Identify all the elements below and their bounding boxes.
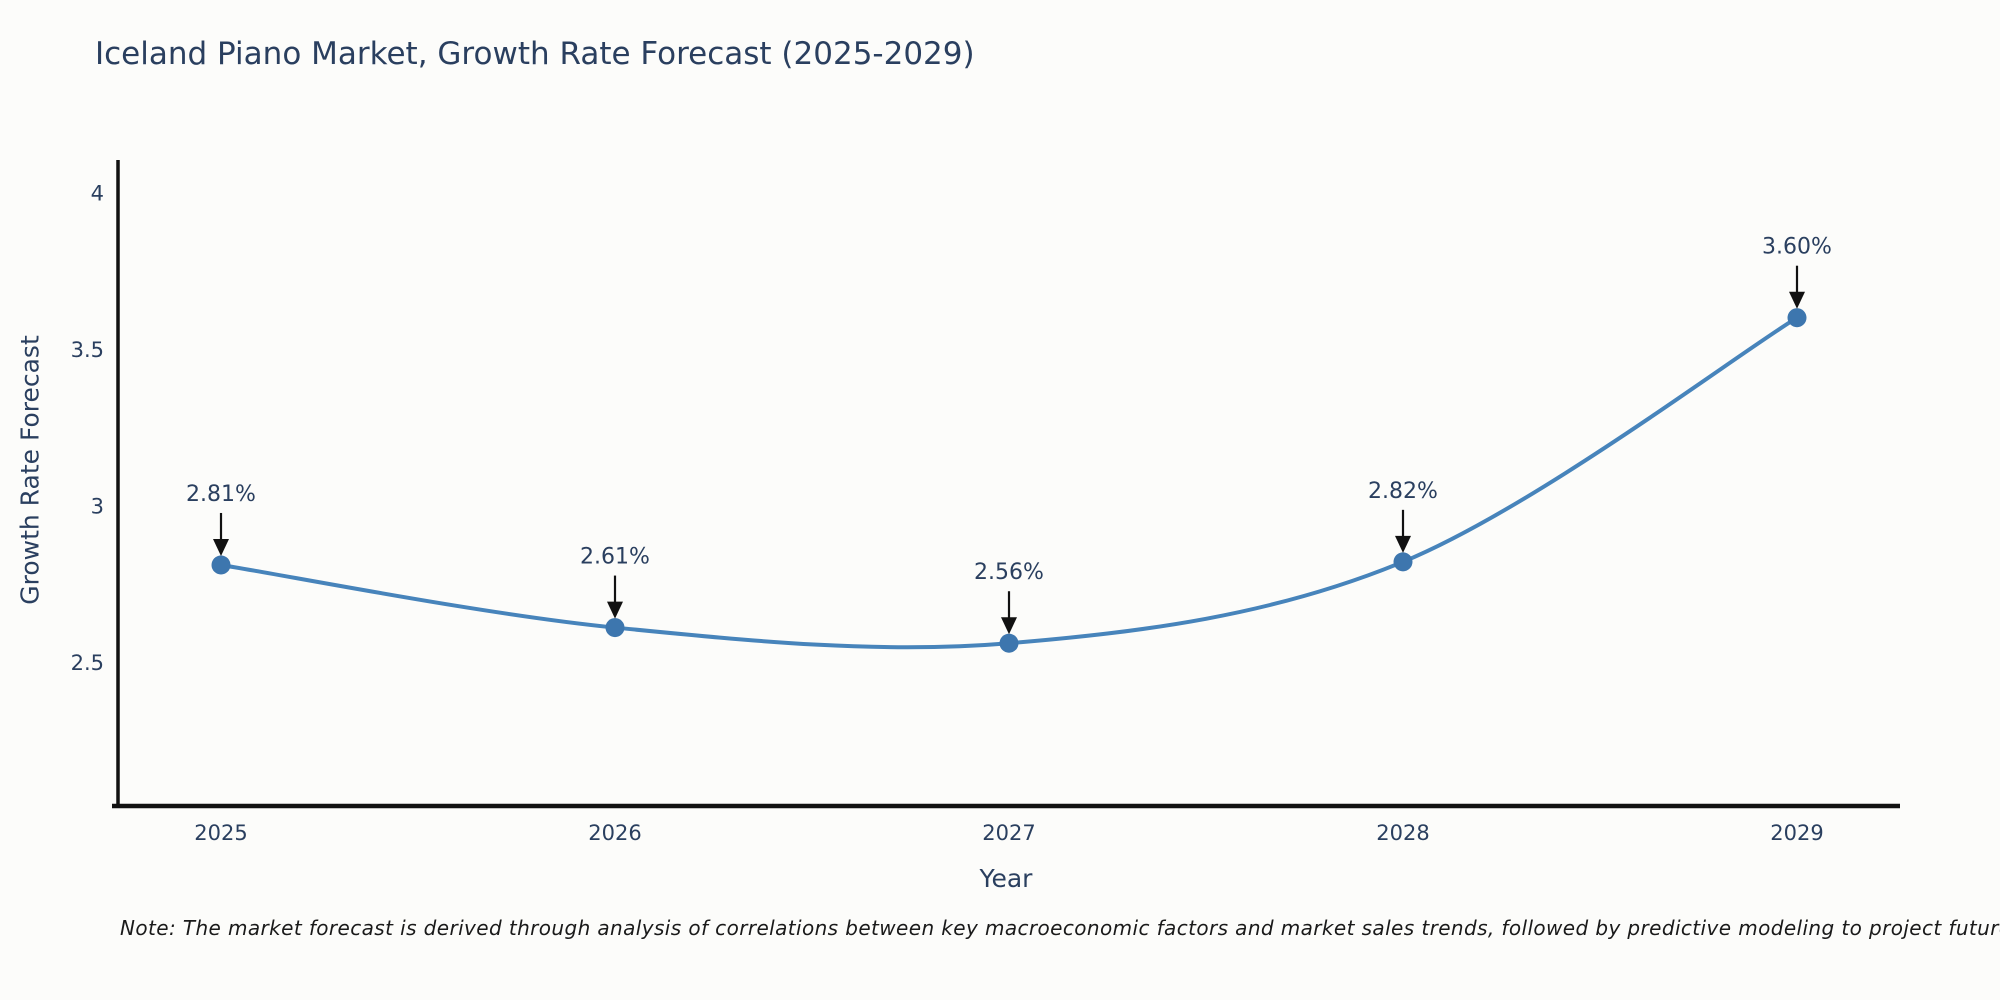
y-tick-label: 2.5: [71, 651, 104, 675]
annotation-arrow-head: [1395, 535, 1411, 553]
y-tick-label: 3.5: [71, 338, 104, 362]
annotation-label-2025: 2.81%: [186, 482, 256, 507]
chart-title: Iceland Piano Market, Growth Rate Foreca…: [95, 36, 975, 72]
annotation-label-2028: 2.82%: [1368, 479, 1438, 504]
y-axis-title: Growth Rate Forecast: [15, 335, 45, 605]
x-tick-label: 2029: [1770, 821, 1823, 845]
data-point-2027: [999, 633, 1019, 653]
annotation-label-2029: 3.60%: [1762, 235, 1832, 260]
data-point-2028: [1393, 552, 1413, 572]
annotation-arrow-head: [1789, 291, 1805, 309]
data-point-2025: [211, 555, 231, 575]
x-tick-label: 2027: [982, 821, 1035, 845]
data-point-2026: [605, 618, 625, 638]
annotation-label-2027: 2.56%: [974, 560, 1044, 585]
annotation-label-2026: 2.61%: [580, 545, 650, 570]
forecast-line: [219, 315, 1799, 650]
annotation-arrow-head: [607, 601, 623, 619]
y-tick-label: 4: [91, 182, 104, 206]
footnote: Note: The market forecast is derived thr…: [120, 916, 2000, 940]
y-tick-label: 3: [91, 495, 104, 519]
x-tick-label: 2025: [194, 821, 247, 845]
x-axis-title: Year: [979, 864, 1033, 893]
annotation-arrow-head: [1001, 617, 1017, 635]
x-tick-label: 2026: [588, 821, 641, 845]
annotation-arrow-head: [213, 538, 229, 556]
data-point-2029: [1787, 308, 1807, 328]
x-tick-label: 2028: [1376, 821, 1429, 845]
